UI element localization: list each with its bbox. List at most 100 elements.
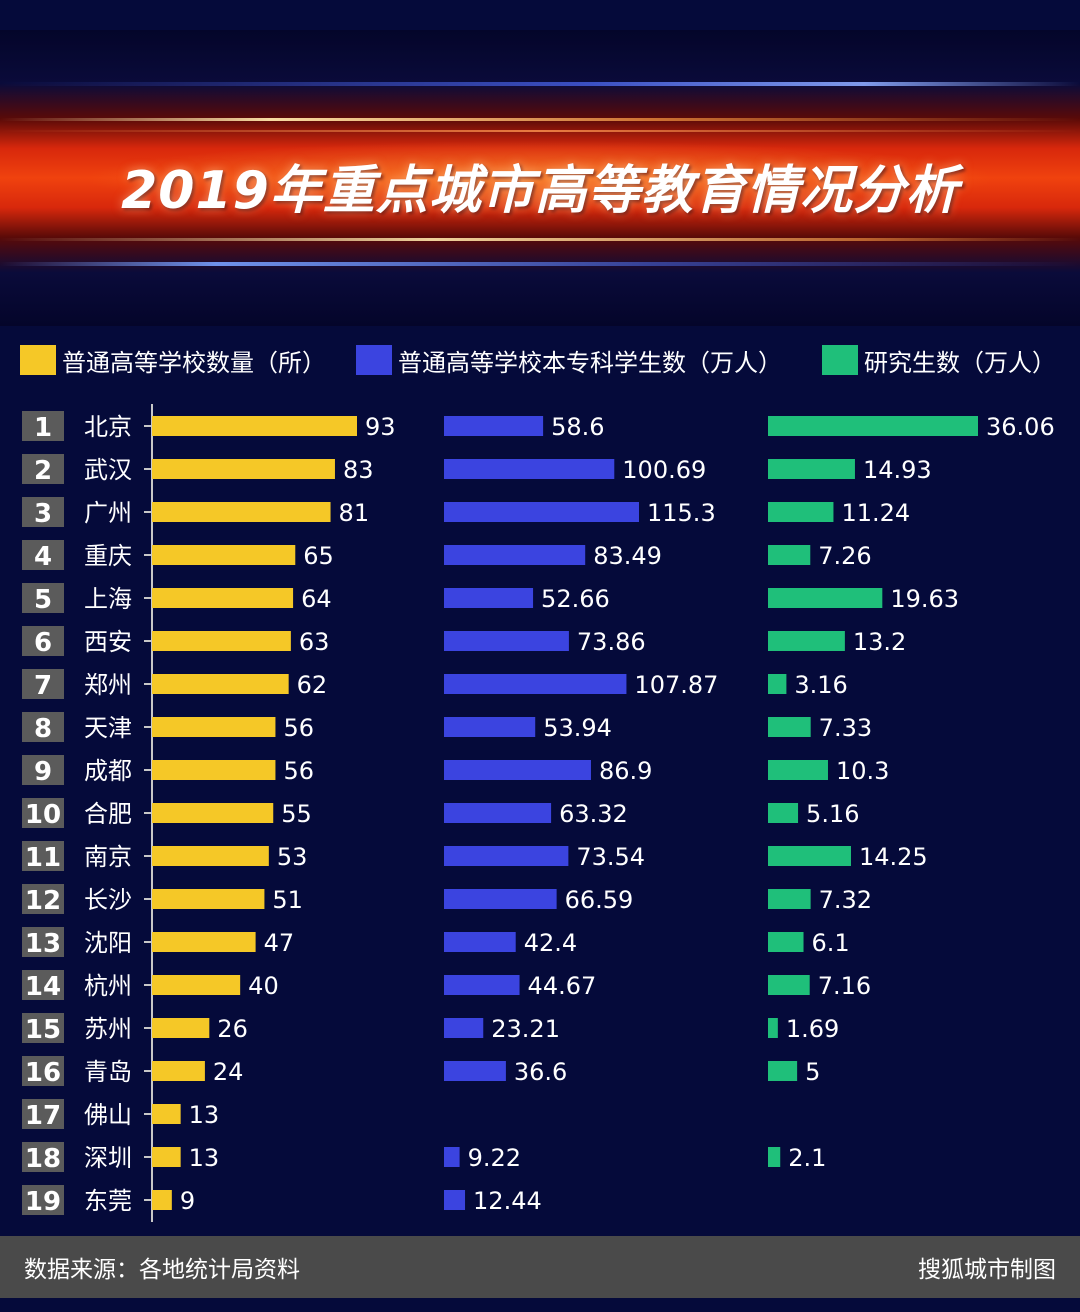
grad-value-label: 10.3 xyxy=(836,757,889,785)
footer: 数据来源：各地统计局资料 搜狐城市制图 xyxy=(0,1236,1080,1298)
city-label: 杭州 xyxy=(84,972,132,1000)
student-bar xyxy=(444,1190,466,1210)
rank-number: 4 xyxy=(34,542,52,572)
rank-box xyxy=(22,497,64,527)
grad-bar xyxy=(768,674,787,694)
school-bar xyxy=(152,545,296,565)
light-streak xyxy=(0,82,1080,86)
city-label: 南京 xyxy=(84,843,132,871)
student-bar xyxy=(444,760,591,780)
rank-number: 3 xyxy=(34,499,52,529)
rank-number: 18 xyxy=(25,1144,61,1174)
school-bar xyxy=(152,1018,210,1038)
city-label: 苏州 xyxy=(84,1015,132,1043)
legend-label-grad: 研究生数（万人） xyxy=(864,348,1056,377)
light-streak xyxy=(0,130,1080,132)
school-bar xyxy=(152,1061,205,1081)
student-bar xyxy=(444,975,520,995)
student-bar xyxy=(444,588,534,608)
school-bar xyxy=(152,889,265,909)
data-source: 数据来源：各地统计局资料 xyxy=(24,1257,300,1283)
student-bar xyxy=(444,846,569,866)
school-bar xyxy=(152,1190,172,1210)
rank-box xyxy=(22,1142,64,1172)
rank-number: 8 xyxy=(34,714,52,744)
bottom-strip xyxy=(0,1298,1080,1312)
grad-value-label: 11.24 xyxy=(841,499,910,527)
rank-number: 16 xyxy=(25,1058,61,1088)
school-value-label: 65 xyxy=(303,542,334,570)
school-value-label: 55 xyxy=(281,800,312,828)
rank-number: 10 xyxy=(25,800,61,830)
school-value-label: 63 xyxy=(299,628,330,656)
grad-bar xyxy=(768,889,811,909)
school-value-label: 56 xyxy=(283,714,314,742)
city-label: 合肥 xyxy=(84,800,132,828)
school-value-label: 9 xyxy=(180,1187,195,1215)
city-label: 长沙 xyxy=(84,886,132,914)
student-value-label: 53.94 xyxy=(543,714,612,742)
school-value-label: 13 xyxy=(189,1101,220,1129)
student-value-label: 44.67 xyxy=(528,972,597,1000)
rank-box xyxy=(22,755,64,785)
grad-bar xyxy=(768,760,828,780)
rank-box xyxy=(22,669,64,699)
rank-number: 12 xyxy=(25,886,61,916)
grad-value-label: 7.32 xyxy=(819,886,872,914)
school-bar xyxy=(152,459,335,479)
legend-item-students: 普通高等学校本专科学生数（万人） xyxy=(356,340,782,380)
school-bar xyxy=(152,674,289,694)
legend-item-schools: 普通高等学校数量（所） xyxy=(20,340,326,380)
grad-value-label: 7.16 xyxy=(818,972,871,1000)
rank-box xyxy=(22,884,64,914)
student-bar xyxy=(444,502,639,522)
student-bar xyxy=(444,1147,460,1167)
light-streak xyxy=(0,238,1080,241)
school-bar xyxy=(152,588,294,608)
student-bar xyxy=(444,631,569,651)
student-bar xyxy=(444,932,516,952)
grad-value-label: 19.63 xyxy=(890,585,959,613)
grad-value-label: 14.25 xyxy=(859,843,928,871)
legend-swatch-grad xyxy=(822,345,858,375)
rank-box xyxy=(22,540,64,570)
city-label: 佛山 xyxy=(84,1101,132,1129)
rank-number: 1 xyxy=(34,413,52,443)
light-streak xyxy=(0,262,1080,266)
city-label: 武汉 xyxy=(84,456,132,484)
city-label: 北京 xyxy=(84,413,132,441)
rank-number: 19 xyxy=(25,1187,61,1217)
rank-number: 5 xyxy=(34,585,52,615)
city-label: 西安 xyxy=(84,628,132,656)
student-value-label: 9.22 xyxy=(468,1144,521,1172)
grad-value-label: 6.1 xyxy=(812,929,850,957)
rank-number: 9 xyxy=(34,757,52,787)
grad-bar xyxy=(768,1061,798,1081)
grad-bar xyxy=(768,1018,778,1038)
legend-label-students: 普通高等学校本专科学生数（万人） xyxy=(398,348,782,377)
student-bar xyxy=(444,1018,484,1038)
rank-number: 11 xyxy=(25,843,61,873)
rank-box xyxy=(22,798,64,828)
school-bar xyxy=(152,846,269,866)
rank-box xyxy=(22,454,64,484)
rank-number: 17 xyxy=(25,1101,61,1131)
grad-bar xyxy=(768,975,810,995)
school-bar xyxy=(152,975,241,995)
grad-value-label: 1.69 xyxy=(786,1015,839,1043)
grad-bar xyxy=(768,846,851,866)
school-bar xyxy=(152,631,291,651)
rank-box xyxy=(22,841,64,871)
city-label: 广州 xyxy=(84,499,132,527)
grad-value-label: 14.93 xyxy=(863,456,932,484)
grad-bar xyxy=(768,1147,781,1167)
grad-bar xyxy=(768,459,855,479)
rank-box xyxy=(22,1056,64,1086)
student-bar xyxy=(444,1061,506,1081)
city-label: 成都 xyxy=(84,757,132,785)
school-bar xyxy=(152,932,256,952)
student-bar xyxy=(444,416,544,436)
student-bar xyxy=(444,803,552,823)
rank-number: 14 xyxy=(25,972,61,1002)
student-bar xyxy=(444,717,536,737)
